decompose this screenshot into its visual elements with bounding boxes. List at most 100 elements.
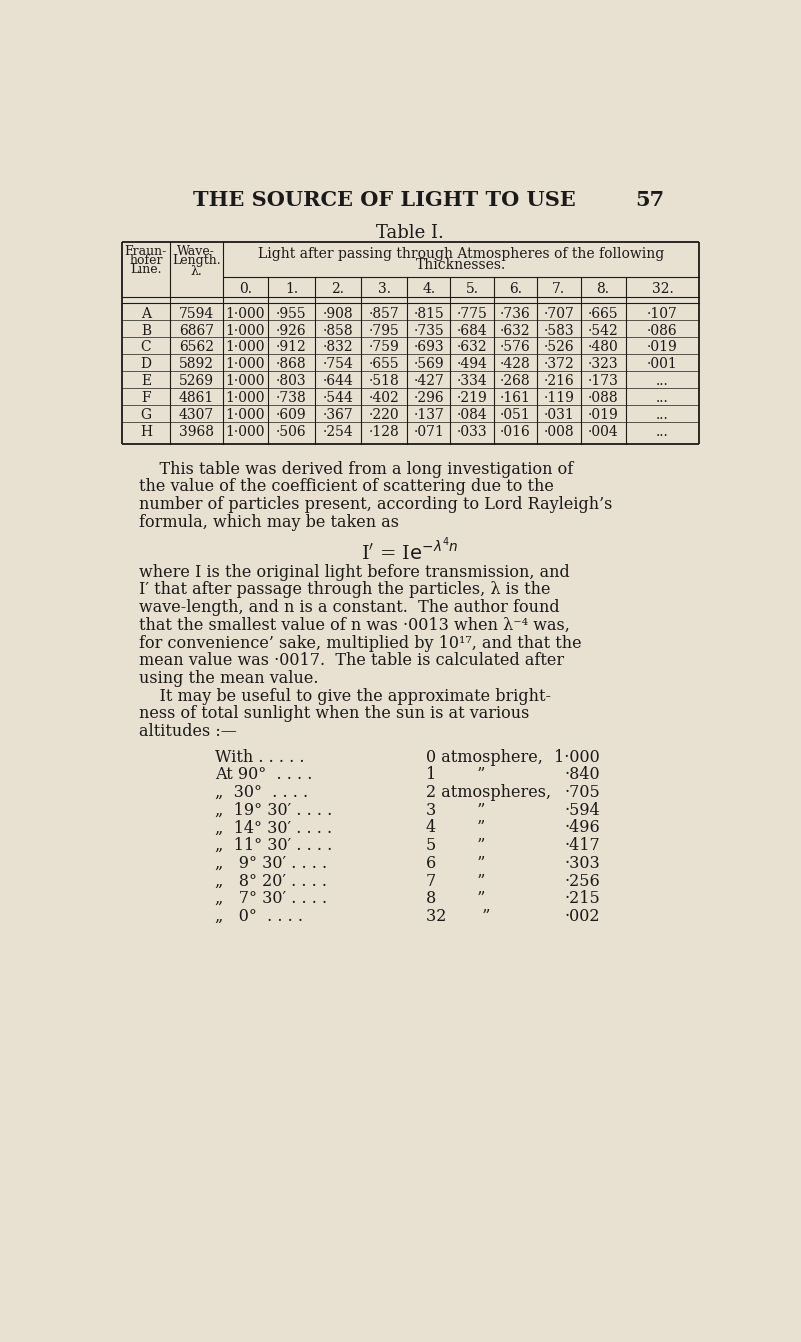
Text: 4861: 4861 [179, 392, 214, 405]
Text: E: E [141, 374, 151, 388]
Text: Line.: Line. [130, 263, 162, 276]
Text: ·815: ·815 [413, 306, 444, 321]
Text: ·173: ·173 [588, 374, 618, 388]
Text: ·506: ·506 [276, 425, 307, 439]
Text: ·372: ·372 [544, 357, 574, 372]
Text: F: F [141, 392, 151, 405]
Text: Light after passing through Atmospheres of the following: Light after passing through Atmospheres … [258, 247, 664, 260]
Text: 8        ”: 8 ” [425, 890, 485, 907]
Text: 1·000: 1·000 [226, 425, 265, 439]
Text: B: B [141, 323, 151, 337]
Text: ·775: ·775 [457, 306, 488, 321]
Text: 0 atmosphere,: 0 atmosphere, [425, 749, 542, 765]
Text: ·857: ·857 [368, 306, 400, 321]
Text: ·161: ·161 [500, 392, 531, 405]
Text: mean value was ·0017.  The table is calculated after: mean value was ·0017. The table is calcu… [139, 652, 564, 670]
Text: 4307: 4307 [179, 408, 214, 423]
Text: Length.: Length. [172, 254, 220, 267]
Text: ·088: ·088 [588, 392, 618, 405]
Text: 3        ”: 3 ” [425, 801, 485, 819]
Text: ·526: ·526 [544, 341, 574, 354]
Text: ·544: ·544 [323, 392, 353, 405]
Text: ·084: ·084 [457, 408, 488, 423]
Text: ·868: ·868 [276, 357, 307, 372]
Text: ·428: ·428 [500, 357, 531, 372]
Text: 6        ”: 6 ” [425, 855, 485, 872]
Text: ·019: ·019 [588, 408, 618, 423]
Text: ·001: ·001 [647, 357, 678, 372]
Text: Table I.: Table I. [376, 224, 444, 242]
Text: ·576: ·576 [500, 341, 531, 354]
Text: ·912: ·912 [276, 341, 307, 354]
Text: 32.: 32. [651, 282, 674, 297]
Text: ·542: ·542 [588, 323, 618, 337]
Text: ·759: ·759 [368, 341, 400, 354]
Text: 8.: 8. [597, 282, 610, 297]
Text: hofer: hofer [129, 254, 163, 267]
Text: At 90°  . . . .: At 90° . . . . [215, 766, 312, 784]
Text: ·215: ·215 [564, 890, 600, 907]
Text: ·655: ·655 [368, 357, 400, 372]
Text: Wave-: Wave- [177, 246, 215, 258]
Text: ·496: ·496 [564, 820, 600, 836]
Text: ·738: ·738 [276, 392, 307, 405]
Text: 1·000: 1·000 [226, 392, 265, 405]
Text: 4        ”: 4 ” [425, 820, 485, 836]
Text: ·569: ·569 [413, 357, 444, 372]
Text: D: D [140, 357, 151, 372]
Text: ·908: ·908 [323, 306, 353, 321]
Text: ·494: ·494 [457, 357, 488, 372]
Text: ·858: ·858 [323, 323, 353, 337]
Text: ·071: ·071 [413, 425, 445, 439]
Text: ...: ... [656, 374, 669, 388]
Text: 3.: 3. [377, 282, 391, 297]
Text: 1·000: 1·000 [226, 374, 265, 388]
Text: ·254: ·254 [323, 425, 353, 439]
Text: This table was derived from a long investigation of: This table was derived from a long inves… [139, 460, 574, 478]
Text: H: H [140, 425, 152, 439]
Text: ·031: ·031 [544, 408, 574, 423]
Text: It may be useful to give the approximate bright-: It may be useful to give the approximate… [139, 687, 551, 705]
Text: ·632: ·632 [457, 341, 488, 354]
Text: 0.: 0. [239, 282, 252, 297]
Text: ·795: ·795 [368, 323, 400, 337]
Text: ·119: ·119 [544, 392, 574, 405]
Text: ·256: ·256 [564, 872, 600, 890]
Text: ·955: ·955 [276, 306, 307, 321]
Text: ·334: ·334 [457, 374, 488, 388]
Text: 1·000: 1·000 [226, 323, 265, 337]
Text: 2.: 2. [332, 282, 344, 297]
Text: altitudes :—: altitudes :— [139, 723, 237, 741]
Text: 5.: 5. [465, 282, 479, 297]
Text: ·705: ·705 [564, 784, 600, 801]
Text: ness of total sunlight when the sun is at various: ness of total sunlight when the sun is a… [139, 706, 529, 722]
Text: „   9° 30′ . . . .: „ 9° 30′ . . . . [215, 855, 327, 872]
Text: 5269: 5269 [179, 374, 214, 388]
Text: ·735: ·735 [413, 323, 444, 337]
Text: Thicknesses.: Thicknesses. [416, 258, 506, 272]
Text: ·583: ·583 [544, 323, 574, 337]
Text: ·002: ·002 [565, 909, 600, 925]
Text: „  14° 30′ . . . .: „ 14° 30′ . . . . [215, 820, 332, 836]
Text: „  30°  . . . .: „ 30° . . . . [215, 784, 308, 801]
Text: ·323: ·323 [588, 357, 618, 372]
Text: ·008: ·008 [544, 425, 574, 439]
Text: ·296: ·296 [413, 392, 444, 405]
Text: ·480: ·480 [588, 341, 618, 354]
Text: ·268: ·268 [500, 374, 531, 388]
Text: ·107: ·107 [647, 306, 678, 321]
Text: 2 atmospheres,: 2 atmospheres, [425, 784, 551, 801]
Text: 6867: 6867 [179, 323, 214, 337]
Text: the value of the coefficient of scattering due to the: the value of the coefficient of scatteri… [139, 478, 553, 495]
Text: ·402: ·402 [368, 392, 400, 405]
Text: ·033: ·033 [457, 425, 488, 439]
Text: λ.: λ. [191, 264, 202, 278]
Text: ·051: ·051 [500, 408, 531, 423]
Text: using the mean value.: using the mean value. [139, 670, 318, 687]
Text: 3968: 3968 [179, 425, 214, 439]
Text: ·220: ·220 [368, 408, 400, 423]
Text: ·019: ·019 [647, 341, 678, 354]
Text: 1.: 1. [285, 282, 298, 297]
Text: 1·000: 1·000 [226, 408, 265, 423]
Text: ·128: ·128 [368, 425, 400, 439]
